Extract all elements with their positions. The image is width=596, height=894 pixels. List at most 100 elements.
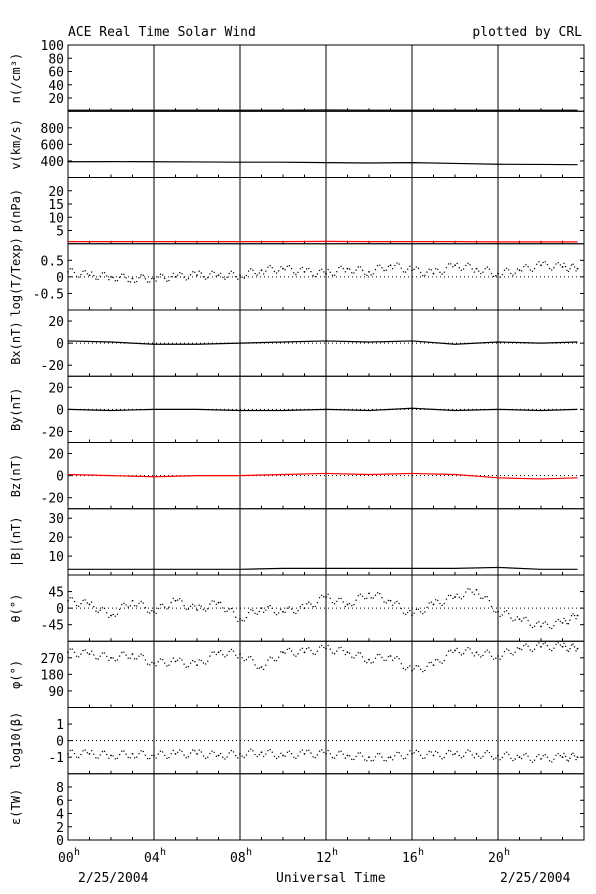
panel-8-dot-11-5 [314,605,316,608]
panel-3-dot-7-1 [219,272,222,275]
panel-10-dot-20-9 [516,754,519,757]
panel-8-dot-16-6 [424,611,426,613]
panel-3-dot-11-4 [312,274,314,277]
panel-8-dot-22-5 [551,627,553,630]
panel-3-dot-18-9 [473,271,476,273]
panel-8-dot-13-9 [366,597,368,599]
panel-3-dot-7-7 [232,272,235,274]
panel-10-dot-3-5 [142,750,144,753]
panel-3-dot-2-5 [121,273,123,275]
panel-3-dot-5-9 [194,271,196,273]
panel-3-point-24 [576,267,579,270]
panel-10-dot-19-6 [488,751,491,754]
panel-9-dot-19-1 [477,654,480,656]
panel-10-dot-11-9 [323,751,325,754]
panel-10-dot-6-8 [213,751,215,754]
panel-8-dot-17-9 [452,597,454,600]
panel-8-dot-15-6 [402,612,405,614]
x-tick-label-4: 16 [402,851,418,866]
panel-3-dot-6-1 [198,270,200,272]
panel-3-dot-2-3 [116,279,119,282]
panel-8-dot-20-1 [499,615,501,618]
panel-3-dot-15-9 [409,265,411,268]
panel-8-dot-0-2 [71,597,74,599]
panel-3-dot-22-4 [548,267,551,270]
panel-6-ylabel: Bz(nT) [9,454,23,497]
panel-9-dot-12-4 [333,653,336,655]
panel-8-point-2 [110,614,112,617]
panel-9-dot-19-5 [486,649,488,651]
panel-9-dot-9-9 [280,651,282,653]
panel-8-dot-7-1 [219,601,222,604]
panel-9-dot-22-1 [542,643,544,645]
panel-9-dot-23-3 [566,649,568,652]
panel-10-dot-3-7 [146,757,149,760]
panel-10-dot-16-4 [419,754,422,757]
panel-9-dot-9-2 [265,664,267,667]
panel-9-dot-16-9 [430,661,433,664]
panel-10-point-3 [131,752,134,755]
panel-10-dot-2-5 [121,750,123,752]
panel-9-dot-13-4 [355,654,357,657]
panel-10-dot-15-4 [398,752,400,754]
panel-8-dot-19-3 [482,597,484,600]
panel-8-dot-14-7 [383,601,385,603]
panel-10-dot-7-5 [228,752,230,754]
panel-3-dot-18-1 [456,262,458,265]
panel-9-point-18 [454,649,456,652]
panel-3-dot-12-5 [336,271,338,273]
panel-1-ytick-label-2: 800 [41,122,64,137]
panel-3-dot-6-5 [207,277,209,279]
panel-3-point-22 [540,264,542,267]
panel-9-dot-3-3 [138,655,140,657]
panel-10-point-21 [518,756,521,759]
panel-3-dot-13-2 [351,272,353,274]
panel-8-dot-17-6 [445,598,448,600]
panel-3-dot-20-3 [503,269,506,272]
panel-8-point-10 [282,610,284,613]
panel-10-dot-6-6 [209,752,211,755]
panel-9-dot-9-6 [273,659,276,662]
panel-10-dot-13-1 [348,755,351,757]
panel-8-dot-2-3 [116,613,119,616]
panel-8-dot-1-5 [99,609,101,611]
panel-10-point-5 [174,752,177,755]
panel-10-dot-5-9 [194,750,196,752]
panel-3-dot-9-5 [271,267,273,269]
panel-3-dot-20-8 [514,272,516,274]
panel-10-dot-16-8 [428,750,430,753]
panel-8-dot-18-1 [456,593,458,595]
x-tick-label-2: 08 [230,851,246,866]
panel-8-dot-5-1 [176,599,179,601]
panel-3-dot-11-7 [318,269,321,272]
panel-3-dot-2-2 [114,280,117,282]
panel-8-dot-16-2 [415,608,417,611]
panel-9-dot-18-4 [462,652,465,655]
panel-9-dot-4-9 [172,657,175,659]
panel-10-dot-6-3 [202,755,205,757]
panel-9-dot-7-6 [230,648,233,651]
panel-9-dot-16-2 [415,665,417,667]
panel-8-dot-7-5 [228,608,230,610]
panel-3-dot-5-4 [183,276,185,279]
panel-9-dot-20-9 [516,647,519,649]
panel-10-dot-21-5 [529,759,531,762]
panel-10-dot-0-1 [69,749,71,752]
panel-3-point-0 [67,271,69,273]
panel-9-dot-12-2 [329,648,331,650]
chart-title: ACE Real Time Solar Wind [68,25,256,40]
panel-10-dot-3-1 [133,757,136,759]
panel-9-dot-1-9 [108,659,110,662]
panel-9-dot-21-9 [538,642,540,644]
panel-9-point-8 [239,653,241,656]
panel-3-dot-9-2 [265,270,267,272]
panel-6-ytick-label-0: -20 [41,492,64,507]
panel-3-dot-2-4 [118,276,121,279]
panel-10-dot-7-7 [232,751,235,753]
panel-10-dot-3-8 [149,757,151,760]
panel-8-dot-23-7 [572,613,574,615]
panel-10-dot-9-2 [265,753,267,755]
panel-10-dot-20-8 [514,758,516,760]
panel-11-ytick-label-2: 4 [56,808,64,823]
panel-6-series-0 [67,472,578,480]
